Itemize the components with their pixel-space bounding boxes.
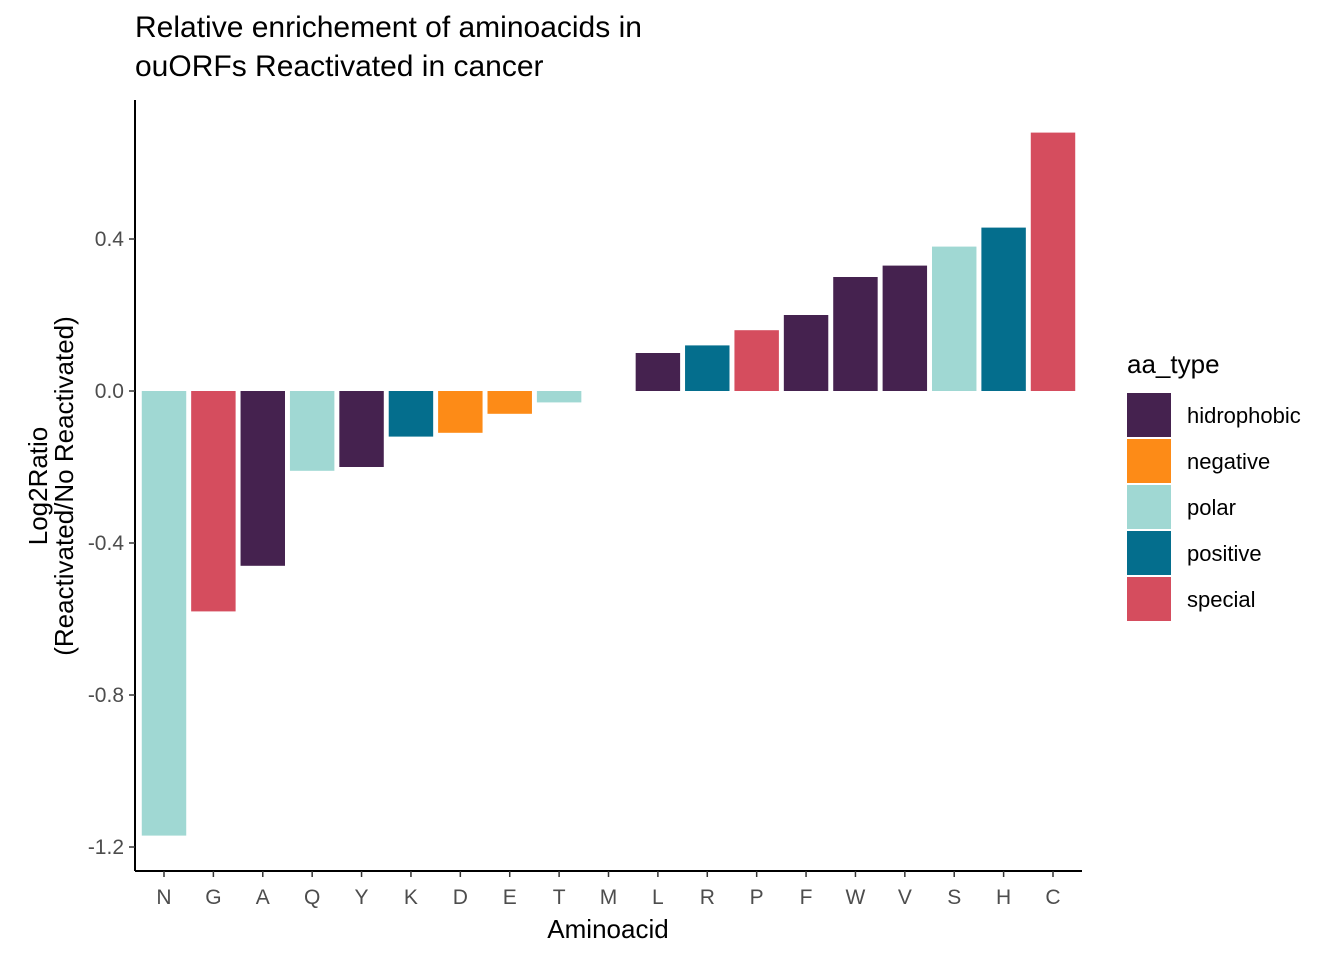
bar-D	[438, 391, 483, 433]
bar-S	[932, 246, 977, 391]
y-tick-label: -1.2	[88, 836, 124, 859]
x-tick-label-E: E	[503, 886, 517, 909]
bar-Y	[339, 391, 384, 467]
x-tick-label-R: R	[700, 886, 715, 909]
bar-N	[141, 391, 187, 836]
x-tick-label-L: L	[652, 886, 664, 909]
y-tick-label: 0.0	[95, 380, 124, 403]
x-tick-label-W: W	[846, 886, 866, 909]
x-tick-label-Q: Q	[304, 886, 320, 909]
bar-P	[734, 330, 779, 391]
legend-label-special: special	[1187, 587, 1255, 612]
legend-title: aa_type	[1127, 349, 1220, 379]
x-tick-label-G: G	[205, 886, 221, 909]
bar-A	[240, 391, 285, 566]
bar-H	[981, 227, 1026, 391]
y-tick-label: -0.4	[88, 532, 125, 555]
legend-label-positive: positive	[1187, 541, 1262, 566]
legend-label-hidrophobic: hidrophobic	[1187, 403, 1301, 428]
chart-title-line-1: Relative enrichement of aminoacids in	[135, 11, 642, 44]
x-tick-label-P: P	[750, 886, 764, 909]
legend: aa_type hidrophobic negative polar positive…	[1127, 349, 1301, 621]
legend-key-positive	[1127, 531, 1171, 575]
x-tick-label-V: V	[898, 886, 912, 909]
bar-G	[191, 391, 236, 612]
legend-key-negative	[1127, 439, 1171, 483]
bar-Q	[289, 391, 335, 471]
x-tick-label-C: C	[1045, 886, 1060, 909]
x-tick-label-K: K	[404, 886, 418, 909]
chart-title: Relative enrichement of aminoacids in ou…	[135, 8, 642, 86]
y-axis-title: Log2Ratio (Reactivated/No Reactivated)	[23, 316, 79, 656]
legend-key-special	[1127, 577, 1171, 621]
chart-title-line-2: ouORFs Reactivated in cancer	[135, 50, 544, 83]
x-tick-label-H: H	[996, 886, 1011, 909]
bar-W	[833, 277, 878, 391]
x-tick-label-M: M	[600, 886, 618, 909]
bar-E	[487, 391, 532, 414]
bar-C	[1030, 132, 1076, 391]
x-tick-label-T: T	[553, 886, 566, 909]
x-tick-label-F: F	[800, 886, 813, 909]
bar-T	[536, 391, 582, 403]
legend-label-polar: polar	[1187, 495, 1236, 520]
x-tick-label-A: A	[256, 886, 270, 909]
legend-label-negative: negative	[1187, 449, 1270, 474]
y-tick-label: -0.8	[88, 684, 124, 707]
bar-K	[388, 391, 434, 437]
bar-V	[882, 265, 928, 391]
x-tick-label-N: N	[156, 886, 171, 909]
y-axis-title-line-1: Log2Ratio	[23, 427, 53, 546]
x-tick-label-D: D	[453, 886, 468, 909]
x-tick-label-Y: Y	[355, 886, 369, 909]
y-axis-title-line-2: (Reactivated/No Reactivated)	[49, 316, 79, 656]
bar-L	[635, 353, 681, 391]
x-tick-label-S: S	[947, 886, 961, 909]
legend-key-polar	[1127, 485, 1171, 529]
bars	[141, 132, 1076, 836]
bar-F	[783, 315, 829, 391]
x-axis-title: Aminoacid	[547, 914, 668, 944]
y-axis: 0.4 0.0 -0.4 -0.8 -1.2	[88, 100, 136, 871]
legend-key-hidrophobic	[1127, 393, 1171, 437]
y-tick-label: 0.4	[95, 228, 125, 251]
bar-R	[685, 345, 730, 391]
